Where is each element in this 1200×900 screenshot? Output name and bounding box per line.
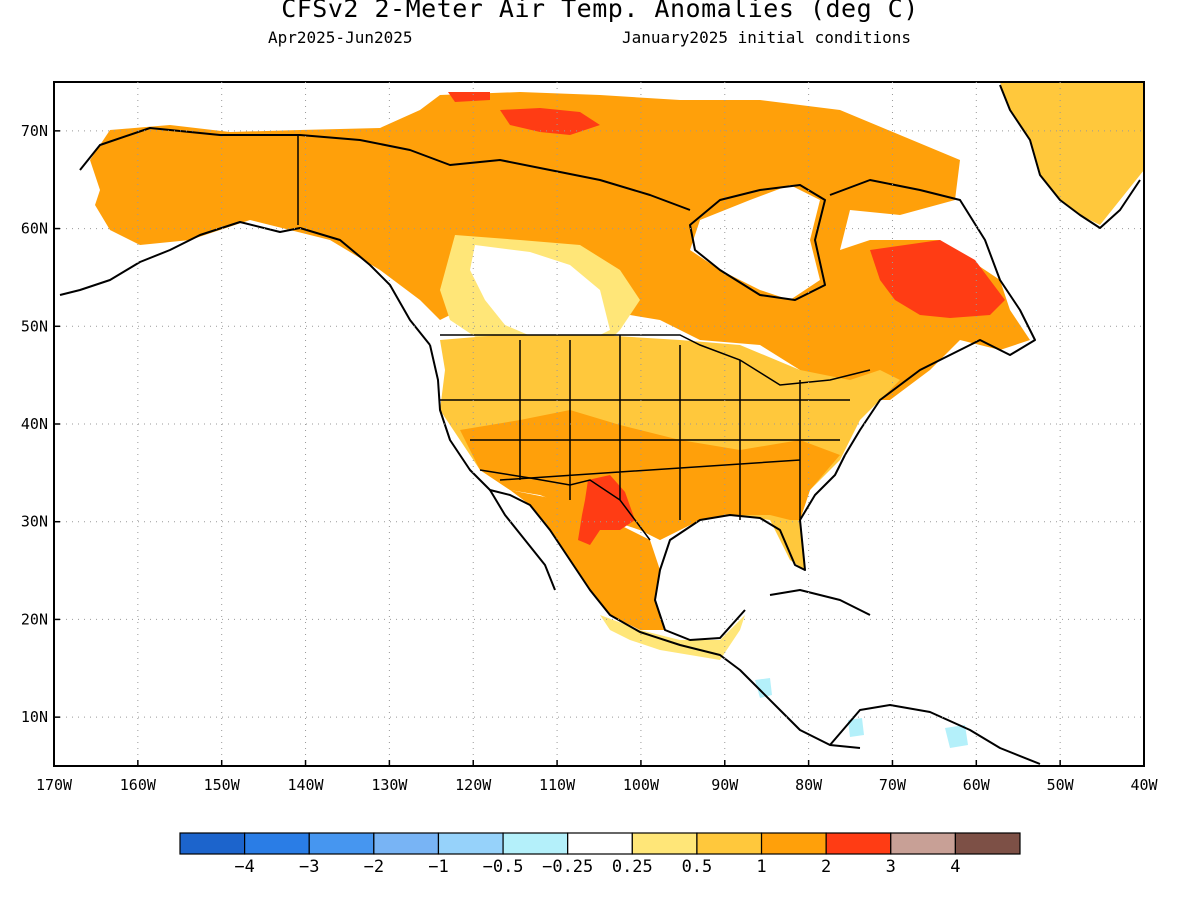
lon-label: 80W [795, 776, 823, 794]
coastline-hudson-bay [689, 184, 826, 301]
anomaly-field [59, 82, 1144, 765]
initial-conditions: January2025 initial conditions [622, 28, 911, 47]
lat-label: 30N [21, 513, 48, 531]
coastline-us-east [654, 454, 846, 641]
anomaly-central-america-cool [755, 678, 772, 698]
lon-label: 130W [371, 776, 408, 794]
colorbar-label: −4 [234, 857, 254, 877]
anomaly-greenland [1000, 82, 1144, 225]
coastline-baja [489, 489, 556, 591]
coastline-south-america [829, 704, 1041, 765]
colorbar-swatch [437, 832, 504, 855]
coastline-us-west [429, 344, 861, 749]
colorbar-swatch [244, 832, 310, 855]
neutral-prairies [470, 245, 610, 345]
anomaly-mexico [510, 490, 665, 630]
colorbar-swatch [631, 832, 698, 855]
lon-label: 100W [623, 776, 660, 794]
colorbar: −4 −3 −2 −1 −0.5 −0.25 0.25 0.5 1 2 3 4 [179, 832, 1021, 877]
lat-label: 50N [21, 317, 48, 335]
colorbar-label: 3 [886, 857, 896, 877]
colorbar-label: 1 [756, 857, 766, 877]
colorbar-swatch [825, 832, 892, 855]
lon-label: 170W [36, 776, 73, 794]
anomaly-colombia-cool [848, 718, 864, 737]
coastline-labrador [829, 179, 1036, 456]
colorbar-label: 4 [950, 857, 960, 877]
lon-label: 70W [879, 776, 907, 794]
border-states [440, 335, 850, 520]
colorbar-swatch [502, 832, 569, 855]
lon-label: 120W [455, 776, 492, 794]
lon-label: 140W [287, 776, 324, 794]
colorbar-label: −0.5 [483, 857, 524, 877]
border-us-mexico [479, 469, 651, 541]
coastline-greenland [999, 84, 1141, 229]
lat-label: 60N [21, 220, 48, 238]
colorbar-label: −2 [364, 857, 384, 877]
colorbar-swatch [760, 832, 827, 855]
colorbar-swatch [696, 832, 763, 855]
colorbar-swatch [179, 832, 246, 855]
coastline-cuba [769, 589, 871, 616]
anomaly-southern-us [460, 410, 840, 540]
colorbar-label: 0.25 [612, 857, 653, 877]
coastline-arctic [79, 127, 691, 211]
anomaly-arctic-hotspot [500, 108, 600, 135]
map-gridlines [53, 82, 1145, 766]
lon-label: 110W [539, 776, 576, 794]
colorbar-swatch [890, 832, 956, 855]
colorbar-label: 0.5 [682, 857, 713, 877]
lat-label: 10N [21, 708, 48, 726]
colorbar-swatch [308, 832, 375, 855]
anomaly-caribbean-cool [945, 725, 968, 748]
lon-label: 50W [1047, 776, 1075, 794]
lon-label: 40W [1130, 776, 1158, 794]
colorbar-label: −0.25 [542, 857, 593, 877]
longitude-labels: 170W 160W 150W 140W 130W 120W 110W 100W 90W 80W 70… [36, 776, 1159, 794]
colorbar-swatch [373, 832, 440, 855]
lon-label: 150W [204, 776, 241, 794]
anomaly-quebec-hotspot [870, 240, 1005, 318]
map-title: CFSv2 2-Meter Air Temp. Anomalies (deg C… [281, 0, 919, 23]
lat-label: 70N [21, 122, 48, 140]
lon-label: 90W [711, 776, 739, 794]
anomaly-southern-mexico [600, 615, 745, 660]
anomaly-arctic-hotspot-2 [448, 92, 490, 102]
colorbar-swatch [954, 832, 1021, 855]
lon-label: 160W [120, 776, 157, 794]
coastline-alaska [59, 221, 431, 346]
colorbar-label: 2 [821, 857, 831, 877]
lat-label: 40N [21, 415, 48, 433]
lat-label: 20N [21, 610, 48, 628]
colorbar-swatch [567, 832, 633, 855]
forecast-period: Apr2025-Jun2025 [268, 28, 413, 47]
latitude-labels: 70N 60N 50N 40N 30N 20N 10N [21, 122, 48, 726]
colorbar-label: −1 [428, 857, 448, 877]
lon-label: 60W [963, 776, 991, 794]
colorbar-label: −3 [299, 857, 319, 877]
